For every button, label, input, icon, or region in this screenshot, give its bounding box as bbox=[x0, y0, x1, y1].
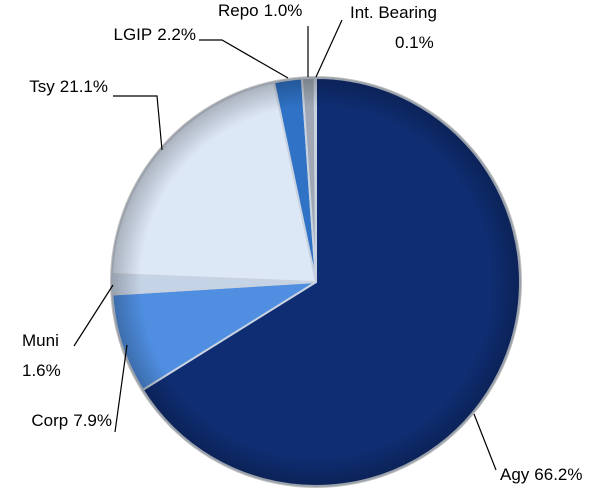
data-label: Corp 7.9% bbox=[31, 411, 112, 430]
category-label: Tsy bbox=[29, 77, 55, 96]
category-label: Int. Bearing bbox=[350, 3, 437, 22]
data-label: Agy 66.2% bbox=[500, 465, 583, 484]
data-label: Muni 1.6% bbox=[22, 331, 61, 380]
leader-line bbox=[114, 344, 128, 433]
data-labels: Agy 66.2% Corp 7.9% Muni 1.6% Tsy 21.1% LGIP 2.2%… bbox=[22, 1, 583, 484]
value-label: 0.1% bbox=[395, 33, 434, 52]
value-label: 1.6% bbox=[22, 361, 61, 380]
category-label: Muni bbox=[22, 331, 59, 350]
category-label: Agy bbox=[500, 465, 530, 484]
value-label: 66.2% bbox=[534, 465, 582, 484]
value-label: 2.2% bbox=[157, 25, 196, 44]
value-label: 1.0% bbox=[264, 1, 303, 20]
data-label: LGIP 2.2% bbox=[114, 25, 197, 44]
leader-line bbox=[73, 284, 114, 347]
data-label: Repo 1.0% bbox=[218, 1, 302, 20]
data-label: Int. Bearing 0.1% bbox=[350, 3, 437, 52]
pie bbox=[111, 76, 521, 487]
value-label: 7.9% bbox=[73, 411, 112, 430]
data-label: Tsy 21.1% bbox=[29, 77, 108, 96]
category-label: LGIP bbox=[114, 25, 153, 44]
leader-line bbox=[315, 19, 343, 78]
leader-line bbox=[199, 39, 289, 79]
leader-lines bbox=[73, 19, 497, 471]
leader-line bbox=[113, 95, 163, 151]
leader-line bbox=[473, 413, 497, 471]
category-label: Repo bbox=[218, 1, 259, 20]
pie-slice bbox=[313, 76, 317, 283]
value-label: 21.1% bbox=[60, 77, 108, 96]
category-label: Corp bbox=[31, 411, 68, 430]
